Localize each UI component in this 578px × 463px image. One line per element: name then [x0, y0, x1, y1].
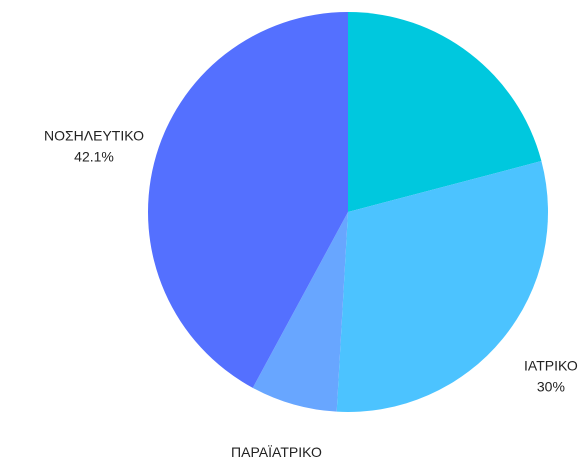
slice-value-label: 30%	[537, 378, 565, 394]
pie-slice	[336, 161, 548, 412]
slice-label: ΝΟΣΗΛΕΥΤΙΚΟ	[44, 127, 144, 143]
slice-value-label: 42.1%	[74, 148, 114, 164]
slice-label: ΙΑΤΡΙΚΟ	[524, 357, 578, 373]
slice-label: ΠΑΡΑΪΑΤΡΙΚΟ	[231, 444, 322, 460]
pie-slice	[348, 12, 542, 212]
pie-slice	[148, 12, 348, 388]
pie-slice	[252, 212, 348, 412]
